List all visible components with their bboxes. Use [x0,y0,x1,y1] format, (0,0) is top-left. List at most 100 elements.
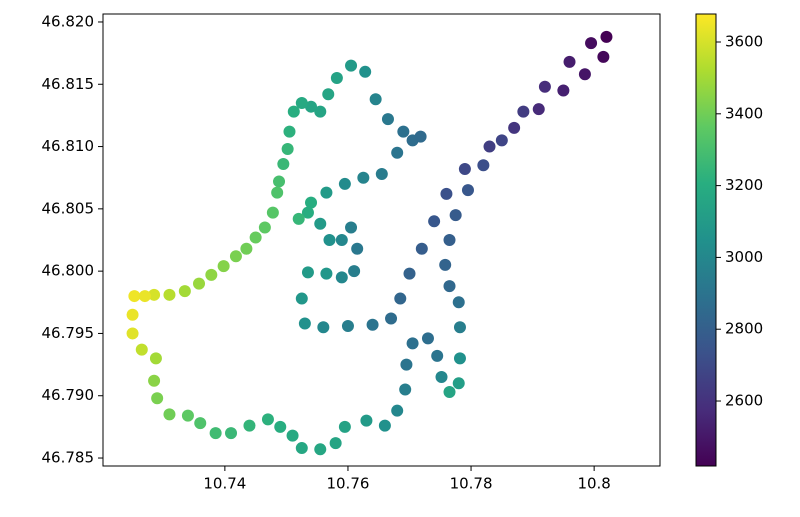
track-point [381,113,394,126]
track-point [452,377,465,390]
colorbar-tick-label: 3600 [725,33,763,51]
y-tick-label: 46.815 [42,75,95,93]
track-point [345,221,358,234]
track-point [138,290,151,303]
track-point [295,442,308,455]
track-point [403,267,416,280]
track-point [135,343,148,356]
colorbar-tick-label: 2600 [725,392,763,410]
track-point [375,167,388,180]
track-point [414,130,427,143]
track-point [163,408,176,421]
track-point [359,65,372,78]
track-point [578,68,591,81]
track-point [261,413,274,426]
track-point [585,37,598,50]
x-tick-label: 10.8 [577,475,610,493]
x-tick-label: 10.78 [450,475,493,493]
x-tick-label: 10.74 [203,475,246,493]
track-point [517,105,530,118]
track-point [281,143,294,156]
track-point [597,50,610,63]
y-tick-label: 46.820 [42,12,95,30]
track-point [431,349,444,362]
track-point [283,125,296,138]
y-tick-label: 46.805 [42,199,95,217]
track-point [287,105,300,118]
plot-frame [102,13,661,467]
track-point [322,88,335,101]
track-point [453,352,466,365]
track-point [338,177,351,190]
track-point [217,260,230,273]
track-point [600,30,613,43]
track-point [320,186,333,199]
track-point [397,125,410,138]
track-point [148,288,161,301]
track-point [428,215,441,228]
track-point [394,292,407,305]
track-point [240,242,253,255]
track-point [495,134,508,147]
track-point [341,319,354,332]
track-point [178,285,191,298]
track-point [406,337,419,350]
track-point [483,140,496,153]
colorbar-tick-label: 3400 [725,104,763,122]
track-point [193,277,206,290]
track-point [439,258,452,271]
track-point [314,105,327,118]
track-point [391,404,404,417]
track-point [295,96,308,109]
colorbar-tick-label: 3200 [725,176,763,194]
track-point [453,321,466,334]
y-tick-label: 46.810 [42,137,95,155]
track-point [508,121,521,134]
track-point [345,59,358,72]
track-point [271,186,284,199]
track-point [305,100,318,113]
track-point [258,221,271,234]
track-point [415,242,428,255]
track-point [357,171,370,184]
track-point [292,212,305,225]
track-point [443,234,456,246]
track-point [329,437,342,450]
track-point [277,158,290,171]
track-point [532,103,545,116]
track-point [266,206,279,219]
track-point [391,146,404,159]
track-point [317,321,330,334]
track-point [378,419,391,432]
track-point [273,175,286,188]
track-point [400,358,413,371]
track-point [163,288,176,301]
track-point [538,80,551,93]
track-point [477,159,490,172]
track-point [128,290,141,303]
colorbar-tick-label: 3000 [725,248,763,266]
track-point [563,55,576,68]
track-point [335,271,348,284]
track-point [421,332,434,345]
track-point [151,392,164,405]
track-point [298,317,311,330]
y-tick-label: 46.795 [42,324,95,342]
track-point [320,267,333,280]
track-point [399,383,412,396]
track-point [181,409,194,422]
track-point [385,312,398,325]
track-point [301,266,314,279]
track-point [443,280,456,293]
y-tick-label: 46.790 [42,386,95,404]
track-point [557,84,570,97]
track-point [194,417,207,430]
track-point [366,318,379,331]
track-point [369,93,382,106]
track-point [126,327,139,340]
track-point [330,72,343,85]
track-point [360,414,373,427]
track-point [149,352,162,365]
